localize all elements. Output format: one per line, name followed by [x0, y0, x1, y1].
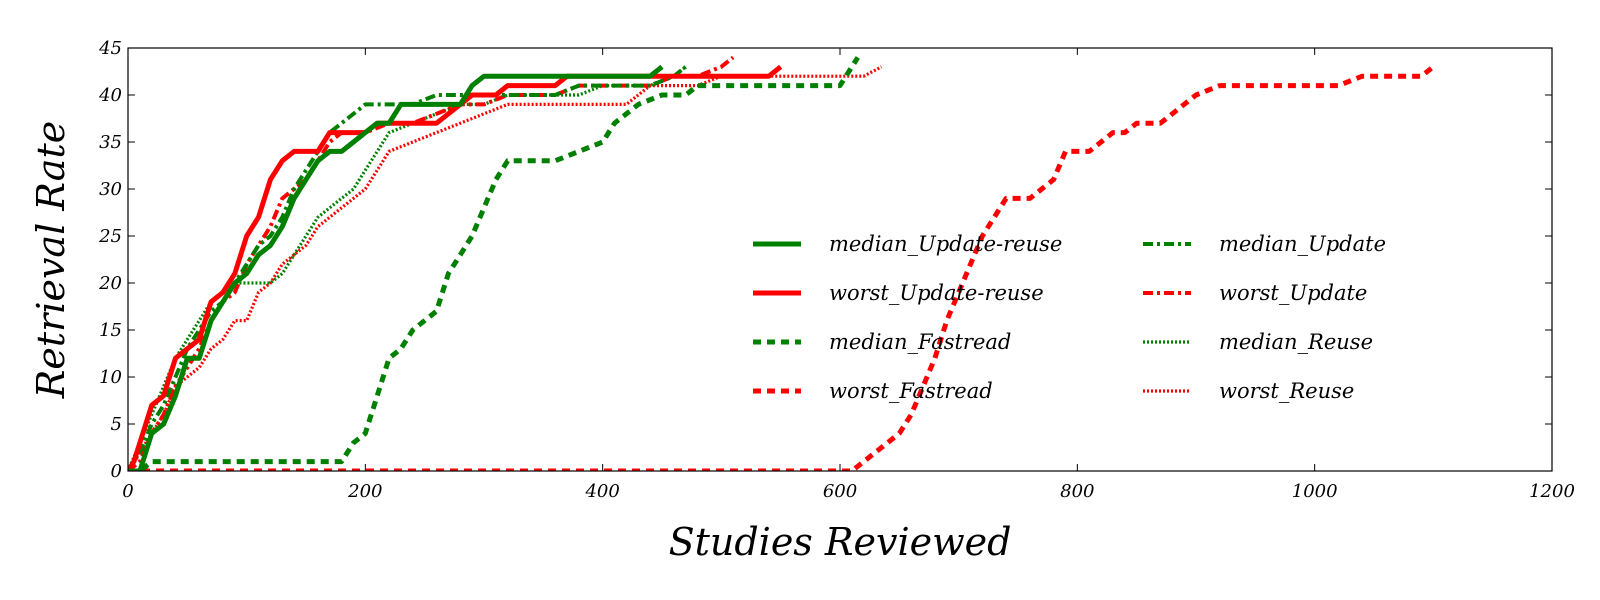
x-tick-label: 1200	[1529, 481, 1575, 502]
x-tick-label: 200	[347, 481, 382, 502]
legend-label: worst_Fastread	[829, 379, 993, 403]
legend-label: worst_Update	[1219, 281, 1367, 305]
x-tick-label: 400	[584, 481, 619, 502]
series-line-median-fastread	[128, 56, 860, 471]
series-line-median-update-reuse	[128, 64, 664, 471]
legend-item-median-reuse: median_Reuse	[1143, 330, 1373, 354]
y-tick-label: 0	[111, 461, 122, 482]
legend-item-median-fastread: median_Fastread	[753, 330, 1011, 354]
y-tick-label: 25	[98, 226, 122, 247]
y-tick-label: 5	[111, 414, 122, 435]
series-line-worst-fastread	[128, 64, 1435, 471]
legend-label: median_Update	[1219, 232, 1386, 256]
tick-layer: 0 200 400 600 800 1000 1200 0 5 10 15 20 25 30 35 40 45	[98, 38, 1575, 502]
y-tick-label: 40	[98, 85, 122, 106]
legend-label: median_Update-reuse	[829, 232, 1062, 256]
legend-item-median-update: median_Update	[1143, 232, 1386, 256]
legend-item-median-update-reuse: median_Update-reuse	[753, 232, 1062, 256]
x-tick-label: 0	[122, 481, 133, 502]
y-tick-label: 20	[98, 273, 122, 294]
x-tick-label: 1000	[1292, 481, 1338, 502]
legend-label: worst_Update-reuse	[829, 281, 1044, 305]
y-tick-label: 15	[99, 320, 122, 341]
legend-item-worst-update-reuse: worst_Update-reuse	[753, 281, 1044, 305]
y-tick-label: 35	[99, 132, 122, 153]
legend-label: median_Fastread	[829, 330, 1011, 354]
y-axis-title: Retrieval Rate	[29, 121, 73, 399]
y-tick-label: 30	[99, 179, 122, 200]
y-tick-label: 10	[99, 367, 122, 388]
legend-item-worst-update: worst_Update	[1143, 281, 1367, 305]
legend-label: median_Reuse	[1219, 330, 1373, 354]
x-tick-label: 600	[823, 481, 857, 502]
legend-item-worst-fastread: worst_Fastread	[753, 379, 993, 403]
x-axis-title: Studies Reviewed	[669, 520, 1012, 564]
series-line-median-update	[128, 65, 687, 471]
x-tick-label: 800	[1060, 481, 1094, 502]
y-tick-label: 45	[98, 38, 122, 59]
series-layer	[128, 55, 1435, 471]
legend: median_Update-reuseworst_Update-reusemed…	[753, 232, 1386, 403]
legend-item-worst-reuse: worst_Reuse	[1143, 379, 1354, 403]
legend-label: worst_Reuse	[1219, 379, 1354, 403]
